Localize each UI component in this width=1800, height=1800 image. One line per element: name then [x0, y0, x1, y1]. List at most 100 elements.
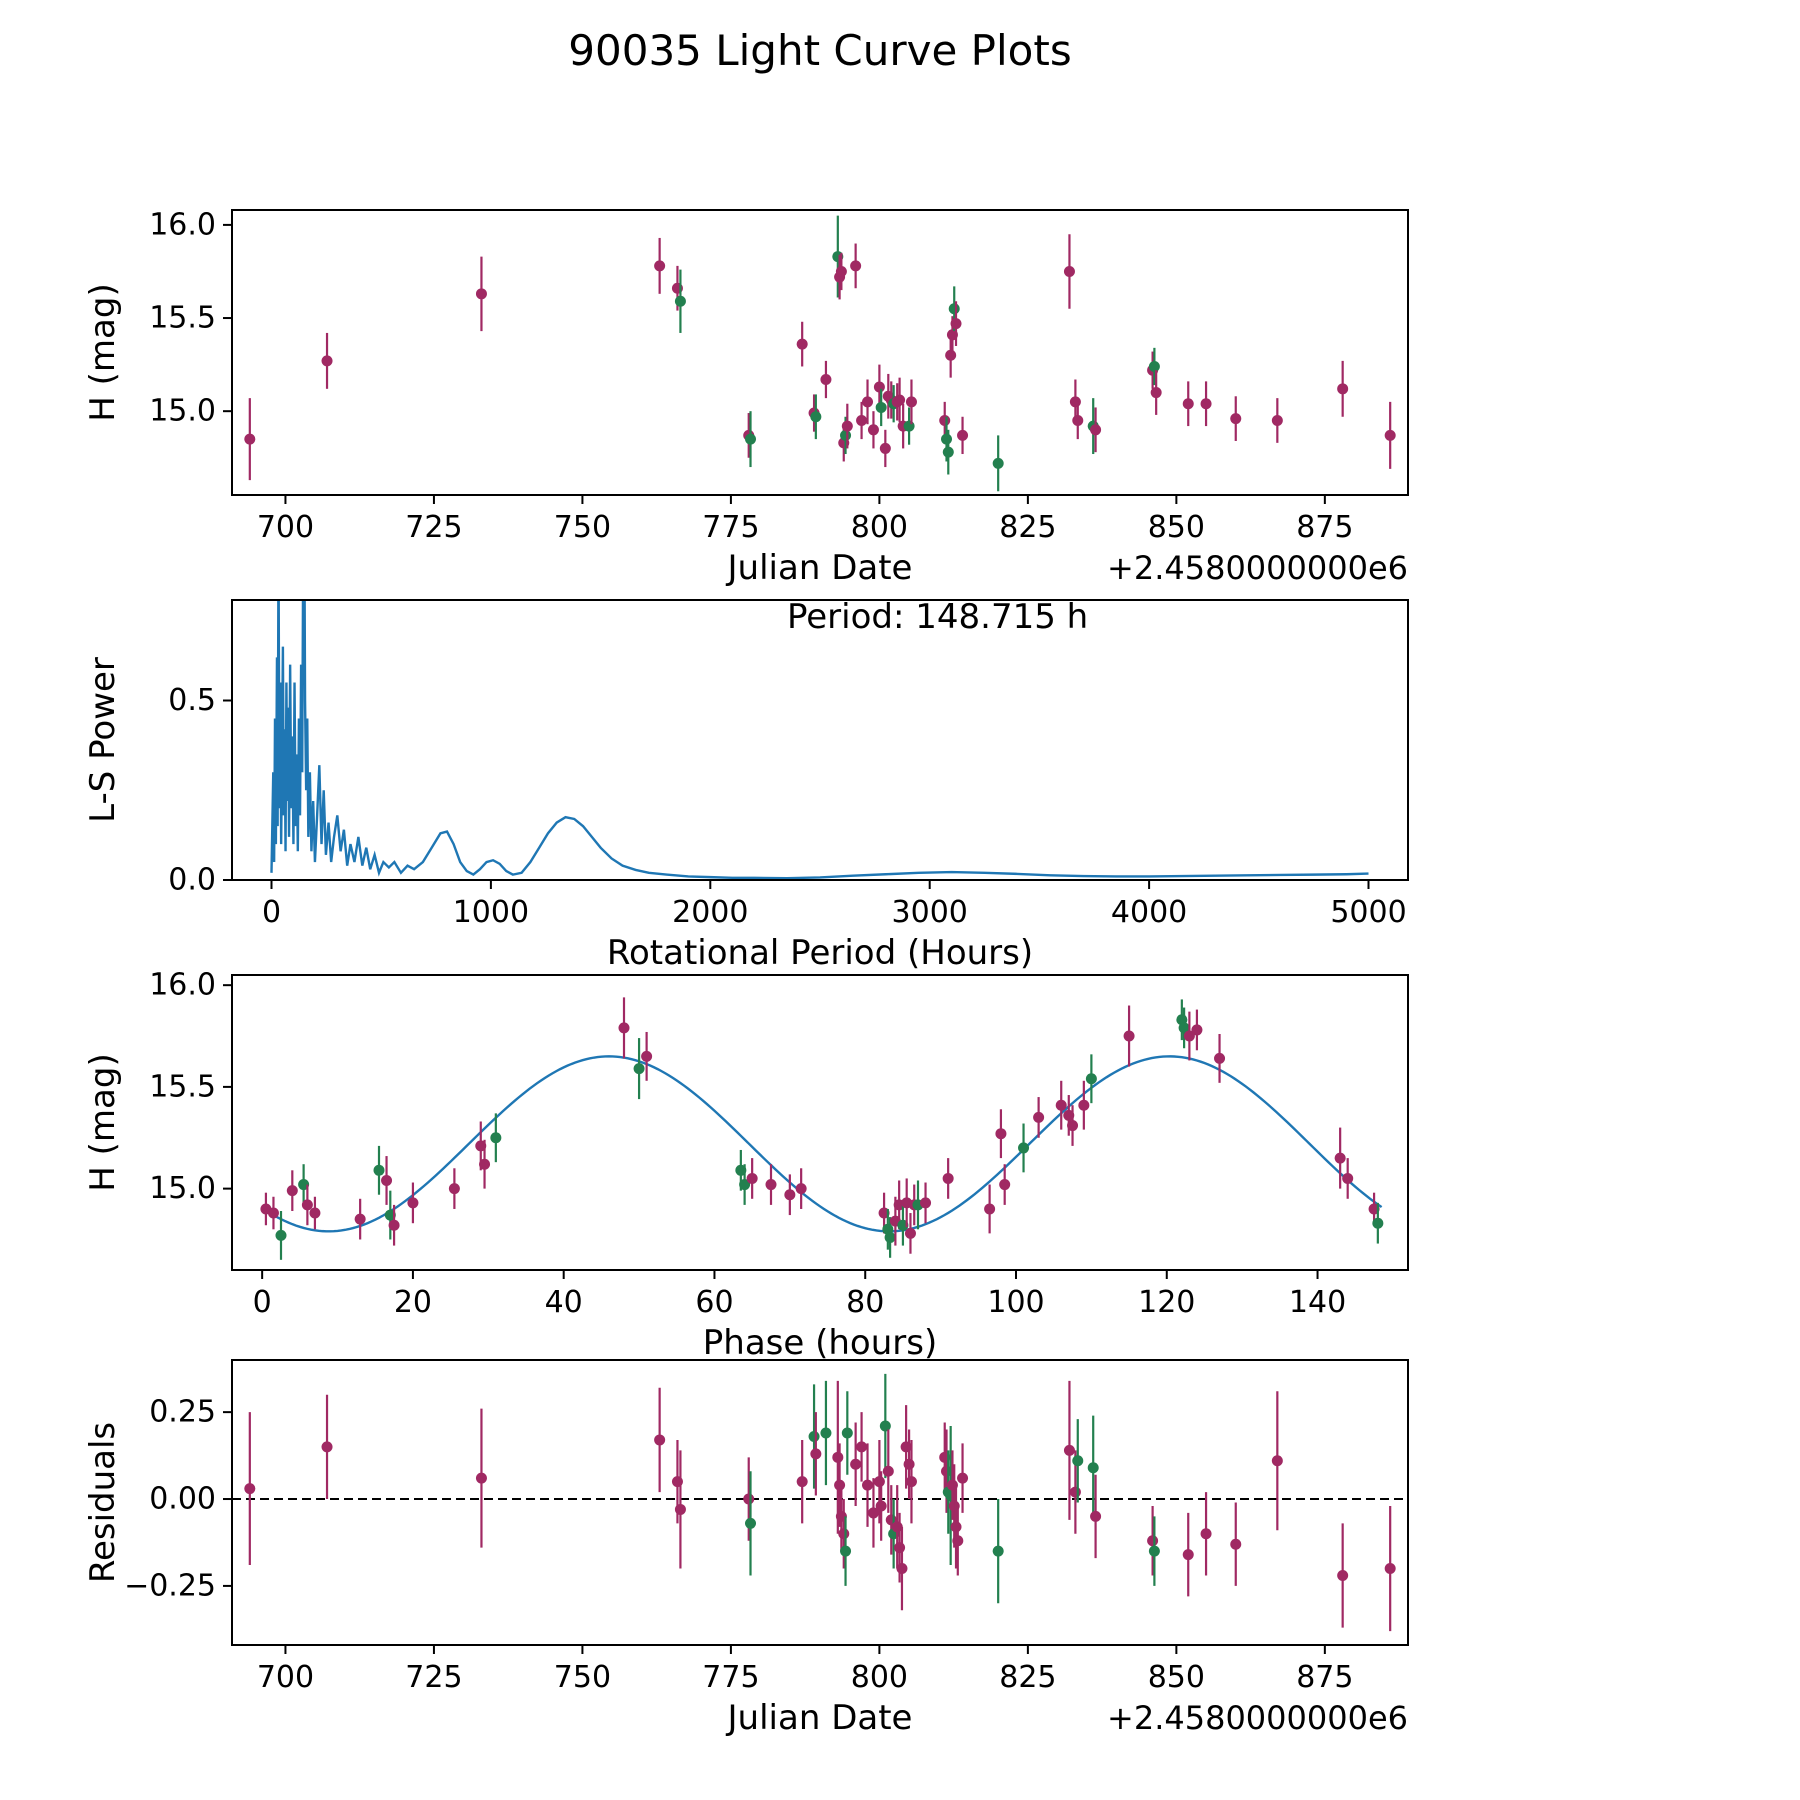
- data-point: [784, 1189, 796, 1201]
- data-point: [942, 446, 954, 458]
- x-tick-label: 725: [405, 510, 462, 545]
- data-point: [1063, 1444, 1075, 1456]
- data-point: [1230, 413, 1242, 425]
- data-point: [1069, 1486, 1081, 1498]
- x-tick-label: 2000: [672, 895, 748, 930]
- data-point: [490, 1132, 502, 1144]
- data-point: [244, 1483, 256, 1495]
- data-point: [479, 1158, 491, 1170]
- y-tick-label: 16.0: [149, 968, 216, 1003]
- data-point: [1063, 265, 1075, 277]
- data-point: [884, 1231, 896, 1243]
- y-axis-label: L-S Power: [83, 657, 123, 823]
- y-tick-label: 15.5: [149, 1069, 216, 1104]
- axes-spines: [231, 974, 1409, 1271]
- data-point: [1148, 1545, 1160, 1557]
- data-point: [1078, 1099, 1090, 1111]
- data-point: [957, 1472, 969, 1484]
- data-point: [905, 1476, 917, 1488]
- data-point: [286, 1185, 298, 1197]
- x-axis-label: Julian Date: [726, 548, 913, 588]
- data-point: [1087, 1462, 1099, 1474]
- data-point: [879, 1420, 891, 1432]
- x-tick-label: 825: [999, 510, 1056, 545]
- data-point: [1230, 1538, 1242, 1550]
- x-tick-label: 875: [1296, 510, 1353, 545]
- data-point: [850, 260, 862, 272]
- data-point: [903, 1458, 915, 1470]
- data-point: [674, 295, 686, 307]
- data-point: [1182, 1549, 1194, 1561]
- y-tick-label: −0.25: [124, 1568, 216, 1603]
- data-point: [795, 1183, 807, 1195]
- data-point: [1372, 1217, 1384, 1229]
- x-tick-label: 1000: [453, 895, 529, 930]
- data-point: [1090, 1510, 1102, 1522]
- data-point: [1018, 1142, 1030, 1154]
- data-point: [873, 381, 885, 393]
- data-point: [1200, 398, 1212, 410]
- data-point: [448, 1183, 460, 1195]
- data-point: [1182, 398, 1194, 410]
- data-point: [894, 1542, 906, 1554]
- data-point: [745, 433, 757, 445]
- data-point: [832, 1451, 844, 1463]
- data-point: [1148, 360, 1160, 372]
- x-axis-label: Rotational Period (Hours): [607, 933, 1033, 973]
- data-point: [856, 1441, 868, 1453]
- y-tick-label: 0.00: [149, 1482, 216, 1517]
- data-point: [1334, 1152, 1346, 1164]
- data-point: [945, 349, 957, 361]
- y-tick-label: 16.0: [149, 207, 216, 242]
- data-point: [475, 288, 487, 300]
- data-point: [840, 1545, 852, 1557]
- data-point: [373, 1164, 385, 1176]
- data-point: [882, 1465, 894, 1477]
- data-point: [1147, 1535, 1159, 1547]
- data-point: [1271, 1455, 1283, 1467]
- panel-residuals: [232, 1373, 1408, 1632]
- x-tick-label: 100: [987, 1285, 1044, 1320]
- y-tick-label: 0.5: [168, 683, 216, 718]
- data-point: [942, 1172, 954, 1184]
- data-point: [407, 1197, 419, 1209]
- data-point: [654, 260, 666, 272]
- data-point: [354, 1213, 366, 1225]
- data-point: [856, 414, 868, 426]
- data-point: [873, 1476, 885, 1488]
- data-point: [820, 374, 832, 386]
- x-tick-label: 0: [262, 895, 281, 930]
- data-point: [905, 396, 917, 408]
- y-tick-label: 0.0: [168, 863, 216, 898]
- data-point: [1067, 1120, 1079, 1132]
- data-point: [244, 433, 256, 445]
- data-point: [1085, 1073, 1097, 1085]
- data-point: [267, 1207, 279, 1219]
- x-tick-label: 60: [695, 1285, 733, 1320]
- data-point: [1384, 1563, 1396, 1575]
- data-point: [904, 1227, 916, 1239]
- data-point: [475, 1472, 487, 1484]
- data-point: [1090, 424, 1102, 436]
- data-point: [1337, 1569, 1349, 1581]
- x-tick-label: 120: [1138, 1285, 1195, 1320]
- x-tick-label: 5000: [1330, 895, 1406, 930]
- figure-title: 90035 Light Curve Plots: [568, 26, 1072, 75]
- data-point: [641, 1050, 653, 1062]
- data-point: [1214, 1052, 1226, 1064]
- x-tick-label: 750: [554, 1660, 611, 1695]
- data-point: [301, 1199, 313, 1211]
- data-point: [1069, 396, 1081, 408]
- y-axis-label: H (mag): [83, 1053, 123, 1191]
- x-tick-label: 0: [253, 1285, 272, 1320]
- data-point: [995, 1128, 1007, 1140]
- x-tick-label: 875: [1296, 1660, 1353, 1695]
- axes-spines: [231, 209, 1409, 496]
- data-point: [952, 1535, 964, 1547]
- axes-spines: [231, 599, 1409, 881]
- x-tick-label: 700: [257, 510, 314, 545]
- data-point: [867, 1507, 879, 1519]
- x-tick-label: 140: [1289, 1285, 1346, 1320]
- data-point: [674, 1503, 686, 1515]
